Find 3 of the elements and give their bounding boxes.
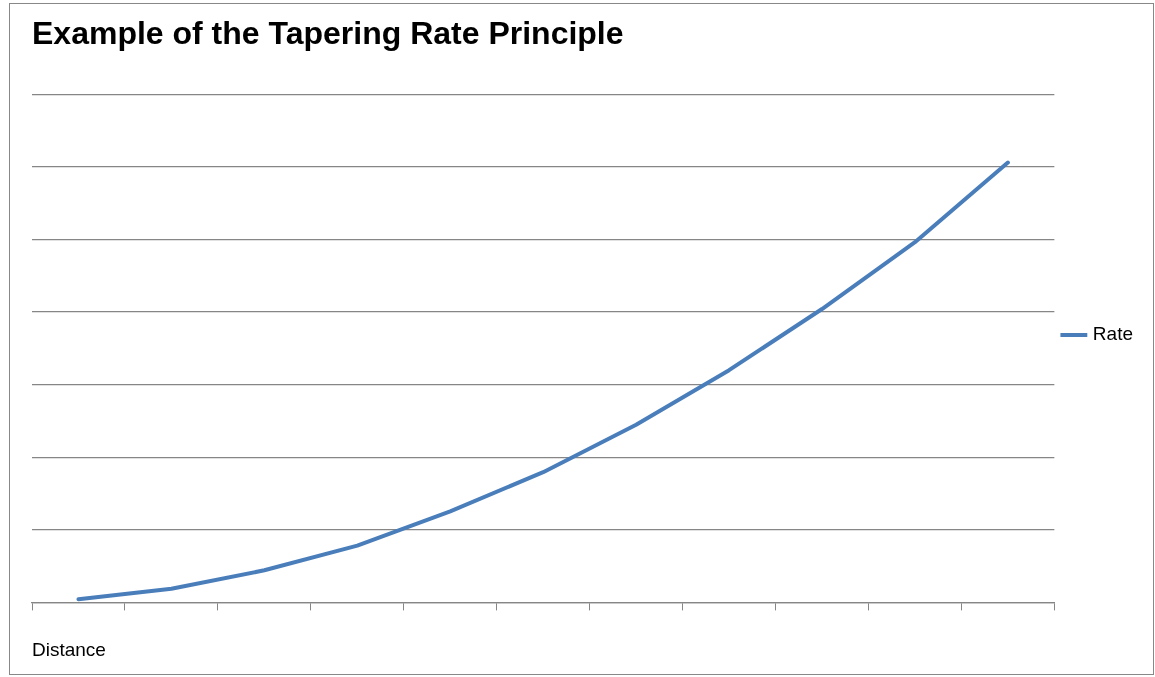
x-axis-title: Distance	[32, 638, 106, 660]
chart-title: Example of the Tapering Rate Principle	[32, 15, 624, 52]
legend-label: Rate	[1092, 323, 1134, 345]
